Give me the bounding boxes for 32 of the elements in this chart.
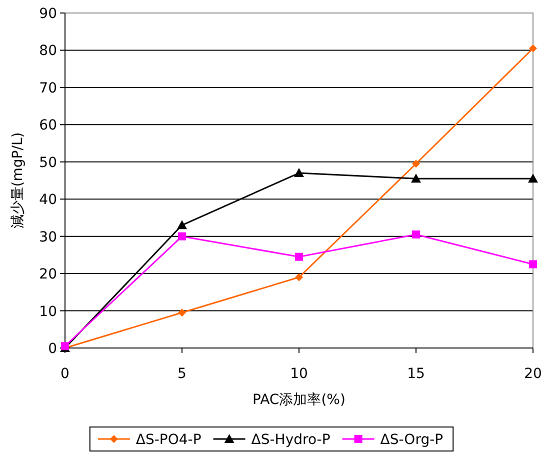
point <box>177 220 187 230</box>
point <box>412 160 420 168</box>
x-tick-label: 10 <box>290 366 308 382</box>
point <box>178 308 186 317</box>
y-tick-label: 20 <box>39 266 57 283</box>
point <box>295 273 303 282</box>
x-tick-label: 0 <box>60 366 70 382</box>
x-tick-label: 5 <box>178 366 186 382</box>
point <box>529 44 537 52</box>
point <box>529 260 537 268</box>
point <box>412 230 420 238</box>
legend-label: ΔS-Hydro-P <box>251 432 330 448</box>
legend-label: ΔS-Org-P <box>380 432 444 448</box>
x-tick-label: 15 <box>407 366 425 382</box>
y-tick-label: 50 <box>39 154 57 171</box>
y-tick-label: 40 <box>39 192 57 208</box>
y-tick-label: 30 <box>39 229 57 246</box>
y-axis-title: 減少量(mgP/L) <box>10 132 26 229</box>
point <box>294 168 304 178</box>
point <box>178 232 186 240</box>
y-tick-label: 80 <box>39 43 57 60</box>
point <box>528 174 538 183</box>
point <box>295 252 303 261</box>
x-axis-title: PAC添加率(%) <box>252 392 346 408</box>
y-tick-label: 60 <box>39 118 57 134</box>
point <box>411 174 421 183</box>
x-tick-label: 20 <box>524 366 542 382</box>
y-tick-label: 0 <box>48 341 57 357</box>
y-tick-label: 90 <box>39 6 57 22</box>
y-tick-label: 10 <box>39 304 57 320</box>
y-tick-label: 70 <box>39 80 57 96</box>
legend-label: ΔS-PO4-P <box>136 432 202 448</box>
